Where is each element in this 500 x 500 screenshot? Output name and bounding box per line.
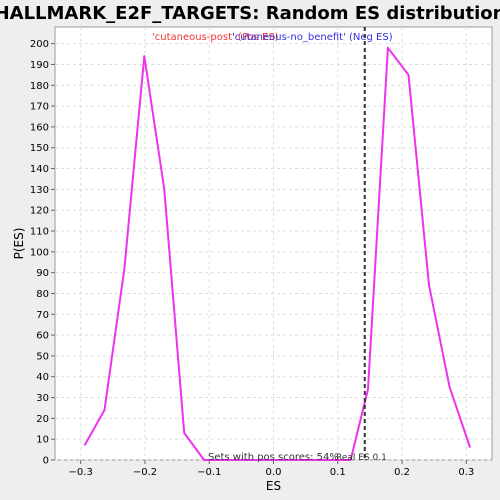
x-tick-label: 0.2 <box>394 467 410 478</box>
y-tick-label: 10 <box>36 435 49 446</box>
x-tick-label: 0.1 <box>330 467 346 478</box>
y-tick-label: 70 <box>36 310 49 321</box>
x-axis-label: ES <box>266 479 281 493</box>
x-tick-label: −0.1 <box>197 467 221 478</box>
y-tick-label: 170 <box>30 102 49 113</box>
y-tick-label: 200 <box>30 39 49 50</box>
legend-entry-neg: 'cutaneous-no_benefit' (Neg ES) <box>232 32 393 43</box>
real-es-annotation: Real ES 0.1 <box>336 453 387 463</box>
x-tick-label: −0.3 <box>69 467 93 478</box>
y-tick-label: 100 <box>30 247 49 258</box>
y-tick-label: 140 <box>30 164 49 175</box>
y-axis-label: P(ES) <box>12 228 26 260</box>
y-tick-label: 40 <box>36 372 49 383</box>
x-tick-label: −0.2 <box>133 467 157 478</box>
y-tick-label: 30 <box>36 393 49 404</box>
y-tick-label: 110 <box>30 227 49 238</box>
y-tick-label: 60 <box>36 331 49 342</box>
y-tick-label: 90 <box>36 268 49 279</box>
legend: 'cutaneous-post' (Pos ES) 'cutaneous-no_… <box>152 32 393 43</box>
y-tick-label: 20 <box>36 414 49 425</box>
chart-title: HALLMARK_E2F_TARGETS: Random ES distribu… <box>0 3 500 24</box>
y-tick-label: 150 <box>30 143 49 154</box>
y-tick-label: 160 <box>30 122 49 133</box>
y-tick-label: 180 <box>30 81 49 92</box>
y-tick-label: 120 <box>30 206 49 217</box>
y-tick-label: 50 <box>36 351 49 362</box>
y-tick-label: 0 <box>43 456 49 467</box>
y-tick-label: 130 <box>30 185 49 196</box>
x-tick-label: 0.3 <box>458 467 474 478</box>
x-tick-label: 0.0 <box>266 467 282 478</box>
pos-scores-annotation: Sets with pos scores: 54% <box>208 452 339 463</box>
y-tick-label: 190 <box>30 60 49 71</box>
y-tick-label: 80 <box>36 289 49 300</box>
